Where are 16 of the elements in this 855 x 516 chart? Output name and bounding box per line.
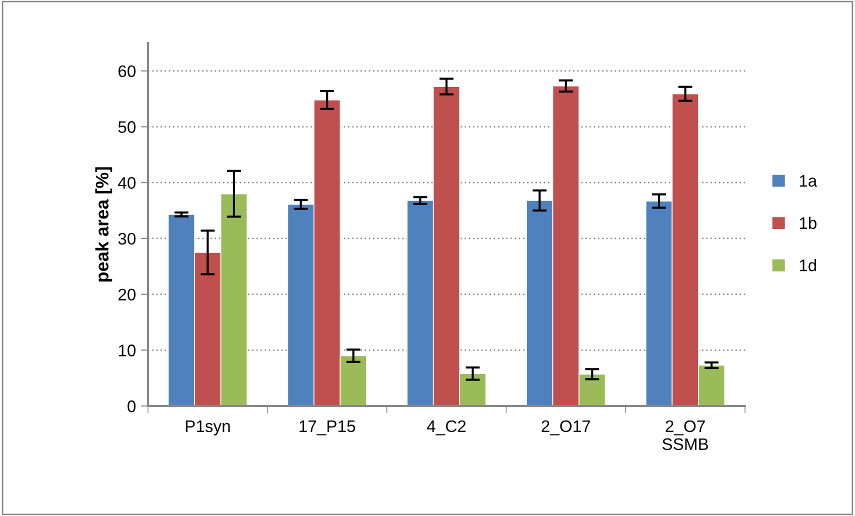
y-tick-label: 50: [118, 121, 136, 133]
y-tick-label: 40: [118, 177, 136, 189]
x-tick-label: 2_O7 SSMB: [662, 420, 708, 450]
y-tick-label: 30: [118, 232, 136, 245]
y-tick-label: 10: [118, 344, 136, 356]
y-tick-label: 0: [128, 400, 136, 412]
x-tick-label: P1syn: [186, 420, 230, 436]
x-tick-label: 4_C2: [426, 420, 466, 436]
y-tick-label: 20: [118, 288, 136, 301]
legend-label: 1b: [800, 216, 816, 230]
legend-label: 1a: [800, 175, 818, 187]
legend-label: 1d: [800, 259, 816, 272]
y-tick-label: 60: [118, 65, 136, 78]
x-tick-label: 17_P15: [300, 420, 356, 436]
x-tick-label: 2_O17: [542, 420, 590, 436]
y-axis-title: peak area [%]: [95, 167, 112, 282]
